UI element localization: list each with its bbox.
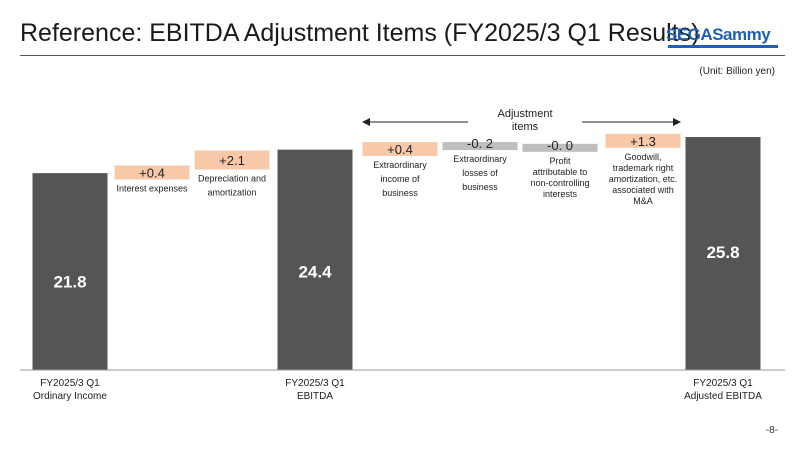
- adjustment-value-label-6: -0. 0: [547, 138, 573, 153]
- adjustment-bar-2: [194, 150, 270, 170]
- page-title: Reference: EBITDA Adjustment Items (FY20…: [20, 19, 700, 47]
- adjustment-value-label-5: -0. 2: [467, 136, 493, 151]
- adjustment-description-4-1: income of: [380, 174, 420, 184]
- total-bar-0: [32, 173, 108, 370]
- adjustment-value-label-4: +0.4: [387, 142, 413, 157]
- adjustment-bar-5: [442, 142, 518, 151]
- adjustment-description-2-0: Depreciation and: [198, 174, 266, 184]
- adjustment-value-label-1: +0.4: [139, 166, 165, 181]
- adjustment-description-7-4: M&A: [633, 196, 653, 206]
- adjustment-description-7-0: Goodwill,: [624, 152, 661, 162]
- adjustment-description-6-2: non-controlling: [530, 178, 589, 188]
- page-number: -8-: [765, 425, 778, 436]
- adjustment-bar-7: [605, 133, 681, 148]
- adjustment-header-line-2: items: [511, 121, 539, 134]
- adjustment-description-4-0: Extraordinary: [373, 160, 427, 170]
- adjustment-description-4-2: business: [382, 188, 418, 198]
- company-logo: SEGASammy: [666, 25, 771, 44]
- category-label-0-1: Ordinary Income: [33, 391, 107, 402]
- adjustment-items-header: Adjustment items: [470, 108, 580, 134]
- category-label-8-0: FY2025/3 Q1: [693, 378, 753, 389]
- total-bar-8: [685, 137, 761, 370]
- total-bar-3: [277, 149, 353, 370]
- adjustment-description-7-1: trademark right: [613, 163, 674, 173]
- adjustment-bar-6: [522, 143, 598, 152]
- title-divider: [20, 55, 785, 56]
- adjustment-description-6-1: attributable to: [533, 167, 588, 177]
- adjustment-bar-1: [114, 165, 190, 180]
- category-label-3-1: EBITDA: [297, 391, 333, 402]
- category-label-3-0: FY2025/3 Q1: [285, 378, 345, 389]
- category-label-8-1: Adjusted EBITDA: [684, 391, 762, 402]
- unit-label: (Unit: Billion yen): [699, 66, 775, 77]
- adjustment-description-6-3: interests: [543, 189, 578, 199]
- adjustment-bar-4: [362, 142, 438, 157]
- logo-underline: [668, 45, 778, 48]
- adjustment-description-6-0: Profit: [549, 156, 571, 166]
- adjustment-description-5-1: losses of: [462, 168, 498, 178]
- total-value-label-0: 21.8: [53, 272, 86, 291]
- adjustment-description-5-2: business: [462, 182, 498, 192]
- adjustment-value-label-2: +2.1: [219, 153, 245, 168]
- adjustment-description-7-2: amortization, etc.: [609, 174, 678, 184]
- adjustment-description-7-3: associated with: [612, 185, 674, 195]
- adjustment-description-5-0: Extraordinary: [453, 154, 507, 164]
- logo-sammy-text: Sammy: [712, 25, 771, 44]
- bars-layer: 21.8 FY2025/3 Q1 Ordinary Income +0.4 Intere…: [32, 133, 762, 402]
- adjustment-header-line-1: Adjustment: [497, 108, 553, 120]
- adjustment-value-label-7: +1.3: [630, 134, 656, 149]
- total-value-label-3: 24.4: [298, 262, 332, 281]
- category-label-0-0: FY2025/3 Q1: [40, 378, 100, 389]
- total-value-label-8: 25.8: [706, 243, 739, 262]
- logo-sega-text: SEGA: [666, 25, 713, 44]
- adjustment-description-2-1: amortization: [207, 188, 256, 198]
- adjustment-description-1-0: Interest expenses: [116, 184, 188, 194]
